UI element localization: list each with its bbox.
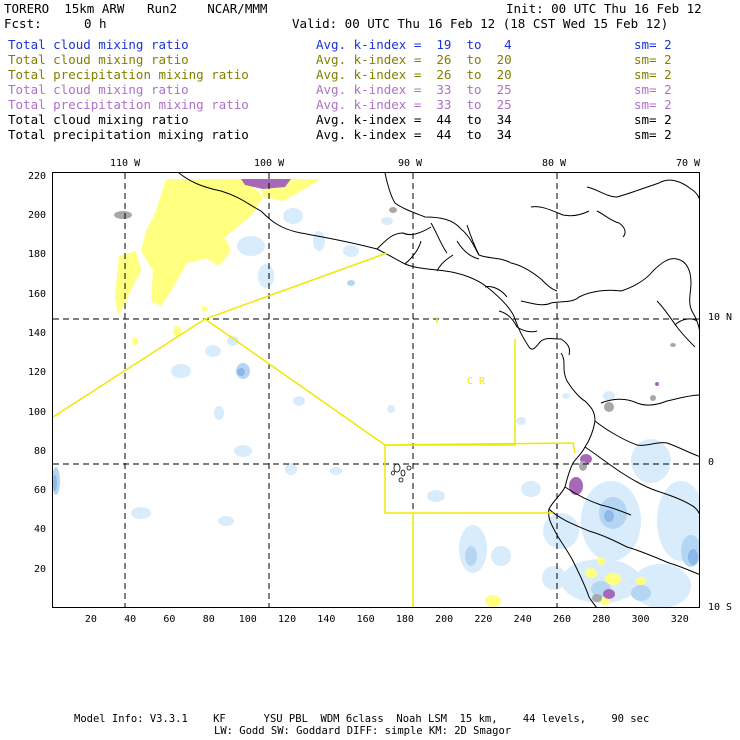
model-info-line1: Model Info: V3.3.1 KF YSU PBL WDM 6class… [74, 713, 650, 725]
top-lon-label: 100 W [254, 158, 285, 169]
bottom-tick-label: 300 [631, 614, 650, 625]
galapagos-islands [391, 463, 412, 483]
bottom-tick-label: 60 [163, 614, 176, 625]
left-tick-label: 80 [33, 445, 46, 457]
top-lon-label: 80 W [542, 158, 567, 169]
legend-field: Total cloud mixing ratio [8, 37, 189, 52]
map-plot: C R [53, 173, 699, 607]
map-frame: C R [52, 172, 700, 608]
cloud-field-light [131, 208, 699, 607]
bottom-tick-label: 140 [317, 614, 336, 625]
top-lon-label: 110 W [110, 158, 141, 169]
left-tick-label: 100 [27, 406, 46, 418]
bottom-tick-label: 80 [202, 614, 215, 625]
bottom-tick-label: 40 [124, 614, 137, 625]
high-kindex-field [241, 179, 659, 599]
domain-boxes [53, 252, 576, 607]
legend-kindex: Avg. k-index = 26 to 20 [316, 67, 512, 82]
legend-field: Total precipitation mixing ratio [8, 127, 249, 142]
legend-kindex: Avg. k-index = 33 to 25 [316, 82, 512, 97]
legend-kindex: Avg. k-index = 19 to 4 [316, 37, 512, 52]
domain-line-north [53, 252, 388, 418]
right-lat-label: 0 [708, 457, 715, 468]
right-lat-label: 10 N [708, 312, 733, 323]
legend-kindex: Avg. k-index = 26 to 20 [316, 52, 512, 67]
region-label: C R [467, 376, 486, 387]
left-tick-label: 160 [27, 288, 46, 300]
domain-line-ecuador [384, 442, 576, 454]
bottom-tick-label: 160 [356, 614, 375, 625]
legend-sm: sm= 2 [634, 112, 672, 127]
left-tick-label: 220 [27, 170, 46, 182]
left-tick-label: 20 [33, 563, 46, 575]
domain-galapagos-box [384, 445, 553, 514]
left-tick-label: 120 [27, 367, 46, 379]
bottom-tick-label: 200 [435, 614, 454, 625]
left-tick-label: 140 [27, 328, 46, 340]
model-title: TORERO 15km ARW Run2 NCAR/MMM [4, 1, 268, 16]
legend-kindex: Avg. k-index = 44 to 34 [316, 127, 512, 142]
top-lon-label: 90 W [398, 158, 423, 169]
bottom-tick-label: 120 [278, 614, 297, 625]
bottom-tick-label: 260 [552, 614, 571, 625]
bottom-tick-label: 240 [513, 614, 532, 625]
bottom-tick-label: 180 [395, 614, 414, 625]
left-tick-label: 180 [27, 249, 46, 261]
bottom-tick-label: 100 [238, 614, 257, 625]
legend-sm: sm= 2 [634, 37, 672, 52]
left-tick-label: 200 [27, 210, 46, 222]
legend-kindex: Avg. k-index = 33 to 25 [316, 97, 512, 112]
bottom-tick-label: 320 [670, 614, 689, 625]
left-tick-label: 40 [33, 524, 46, 536]
legend-field: Total cloud mixing ratio [8, 52, 189, 67]
model-info-line2: LW: Godd SW: Goddard DIFF: simple KM: 2D… [214, 725, 512, 737]
legend-field: Total precipitation mixing ratio [8, 97, 249, 112]
top-lon-label: 70 W [676, 158, 701, 169]
legend-field: Total precipitation mixing ratio [8, 67, 249, 82]
latlon-grid [53, 173, 699, 607]
legend-sm: sm= 2 [634, 82, 672, 97]
valid-time: Valid: 00 UTC Thu 16 Feb 12 (18 CST Wed … [292, 16, 669, 31]
cloud-field-dark [53, 368, 698, 565]
legend-kindex: Avg. k-index = 44 to 34 [316, 112, 512, 127]
bottom-tick-label: 280 [592, 614, 611, 625]
legend-sm: sm= 2 [634, 97, 672, 112]
forecast-hour: 0 h [84, 16, 107, 31]
init-time: Init: 00 UTC Thu 16 Feb 12 [506, 1, 702, 16]
coastlines [178, 173, 699, 607]
legend-sm: sm= 2 [634, 127, 672, 142]
legend-sm: sm= 2 [634, 67, 672, 82]
left-tick-label: 60 [33, 485, 46, 497]
bottom-tick-label: 20 [84, 614, 97, 625]
bottom-tick-label: 220 [474, 614, 493, 625]
legend-sm: sm= 2 [634, 52, 672, 67]
legend-field: Total cloud mixing ratio [8, 112, 189, 127]
legend-field: Total cloud mixing ratio [8, 82, 189, 97]
forecast-label: Fcst: [4, 16, 42, 31]
right-lat-label: 10 S [708, 602, 733, 613]
